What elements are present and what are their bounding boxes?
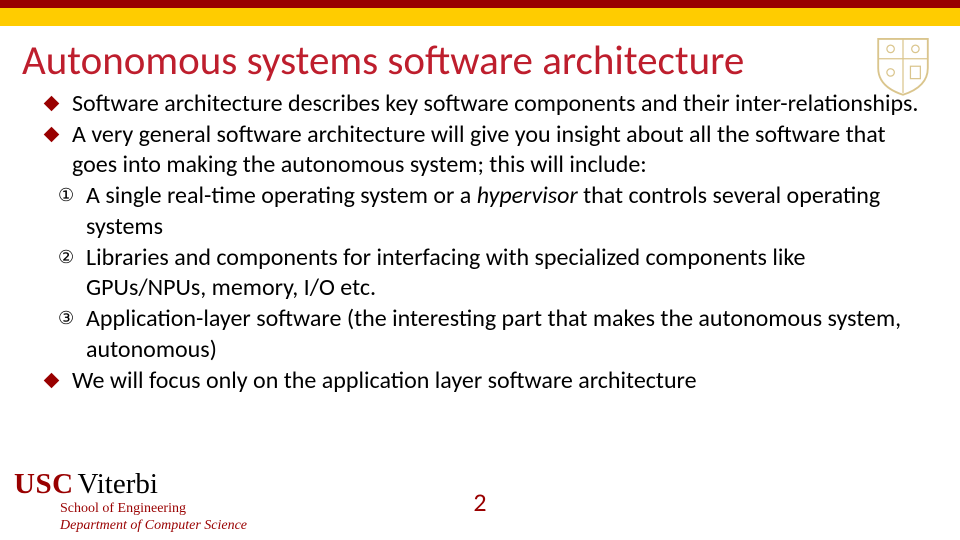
bullet-level-2: A single real-time operating system or a…: [40, 181, 920, 242]
slide-body: Software architecture describes key soft…: [0, 85, 960, 396]
gold-band: [0, 8, 960, 26]
bullet-text: A single real-time operating system or a…: [86, 181, 880, 241]
bullet-level-1: We will focus only on the application la…: [40, 366, 920, 397]
bullet-text: Software architecture describes key soft…: [72, 89, 918, 118]
page-number: 2: [473, 486, 486, 518]
slide-title: Autonomous systems software architecture: [0, 26, 960, 85]
brand-logo-text: USCViterbi: [14, 470, 158, 499]
slide-footer: USCViterbi School of Engineering Departm…: [0, 470, 960, 540]
bullet-level-1: Software architecture describes key soft…: [40, 89, 920, 120]
footer-line-1: School of Engineering: [60, 500, 186, 518]
bullet-level-1: A very general software architecture wil…: [40, 120, 920, 181]
diamond-bullet-icon: [44, 126, 60, 142]
bullet-level-2: Application-layer software (the interest…: [40, 304, 920, 365]
bullet-text: Application-layer software (the interest…: [86, 304, 901, 364]
usc-shield-icon: [872, 34, 934, 96]
diamond-bullet-icon: [44, 96, 60, 112]
bullet-text: A very general software architecture wil…: [72, 120, 886, 180]
bullet-level-2: Libraries and components for interfacing…: [40, 243, 920, 304]
bullet-text: Libraries and components for interfacing…: [86, 243, 805, 303]
diamond-bullet-icon: [44, 372, 60, 388]
bullet-text: We will focus only on the application la…: [72, 366, 697, 395]
brand-viterbi: Viterbi: [78, 468, 158, 500]
brand-usc: USC: [14, 468, 74, 500]
footer-line-2: Department of Computer Science: [60, 517, 247, 535]
top-accent-bar: [0, 0, 960, 8]
